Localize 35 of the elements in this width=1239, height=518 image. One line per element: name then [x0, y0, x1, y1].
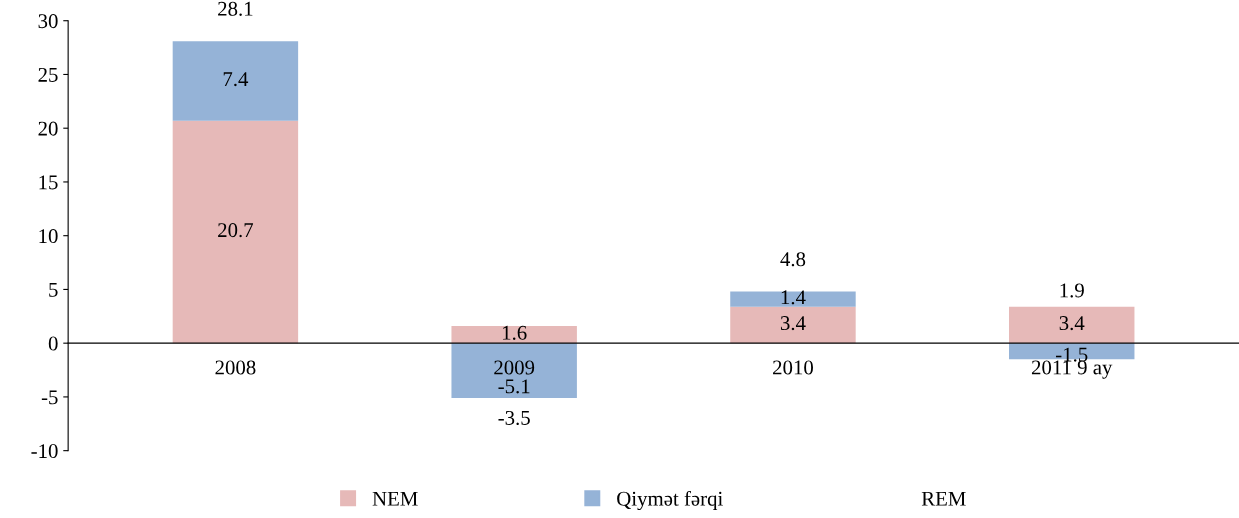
data-label: 7.4 — [223, 72, 249, 87]
total-label: -3.5 — [498, 410, 530, 425]
y-tick-label: -10 — [31, 444, 58, 459]
bar — [451, 343, 577, 398]
legend-label: Qiymət fərqi — [617, 490, 723, 511]
data-label: -5.1 — [498, 379, 530, 394]
legend-label: NEM — [372, 491, 418, 506]
x-tick-label: 2008 — [215, 360, 256, 375]
data-label: 1.6 — [503, 325, 527, 340]
data-label: 1.4 — [781, 290, 806, 305]
x-tick-label: 2009 — [494, 360, 535, 375]
y-tick-label: 20 — [38, 121, 58, 136]
y-tick-label: 0 — [48, 336, 58, 351]
bar — [1009, 306, 1135, 344]
bar — [730, 291, 856, 307]
y-tick-label: 10 — [39, 229, 58, 244]
total-label: 4.8 — [780, 252, 806, 267]
data-label: 20.7 — [218, 223, 254, 238]
y-tick-label: 5 — [49, 283, 58, 297]
data-label: 3.4 — [1059, 316, 1085, 331]
bar — [172, 120, 299, 344]
bar — [172, 41, 299, 121]
bar — [1009, 343, 1135, 360]
text: REM — [921, 491, 966, 506]
bar — [730, 306, 856, 344]
y-tick-label: -5 — [41, 390, 58, 405]
y-tick-label: 15 — [39, 175, 58, 190]
data-label: -1.5 — [1056, 347, 1088, 362]
x-tick-label: 2010 — [773, 360, 813, 375]
total-label: 28.1 — [218, 1, 253, 16]
total-label: 1.9 — [1060, 283, 1084, 298]
bar — [451, 325, 577, 344]
data-label: 3.4 — [780, 316, 806, 331]
y-tick-label: 30 — [38, 14, 58, 29]
y-tick-label: 25 — [38, 67, 58, 82]
